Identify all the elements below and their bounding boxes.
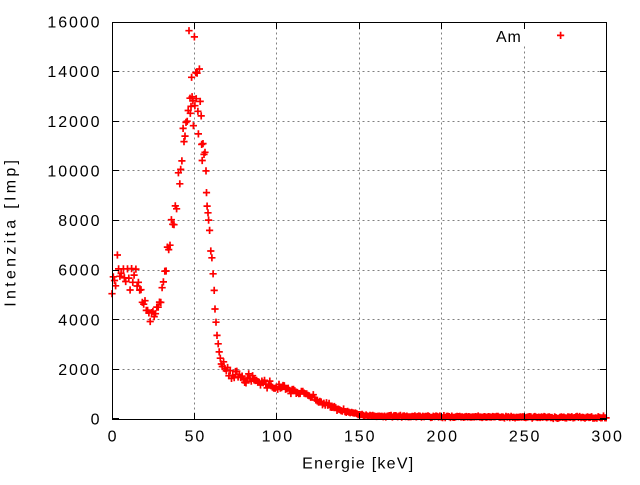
svg-text:8000: 8000 (58, 213, 101, 230)
svg-text:150: 150 (344, 429, 376, 446)
svg-text:0: 0 (91, 412, 102, 429)
svg-text:300: 300 (591, 429, 623, 446)
svg-text:100: 100 (262, 429, 294, 446)
svg-text:10000: 10000 (47, 164, 101, 181)
svg-text:12000: 12000 (47, 114, 101, 131)
svg-text:16000: 16000 (47, 15, 101, 32)
svg-text:Am: Am (496, 29, 522, 46)
svg-text:0: 0 (108, 429, 119, 446)
svg-text:50: 50 (185, 429, 207, 446)
svg-text:200: 200 (426, 429, 458, 446)
svg-text:2000: 2000 (58, 362, 101, 379)
svg-text:14000: 14000 (47, 64, 101, 81)
svg-text:6000: 6000 (58, 263, 101, 280)
svg-text:Energie [keV]: Energie [keV] (302, 456, 414, 473)
svg-text:4000: 4000 (58, 312, 101, 329)
svg-text:Intenzita [Imp]: Intenzita [Imp] (3, 157, 20, 307)
svg-text:250: 250 (509, 429, 541, 446)
